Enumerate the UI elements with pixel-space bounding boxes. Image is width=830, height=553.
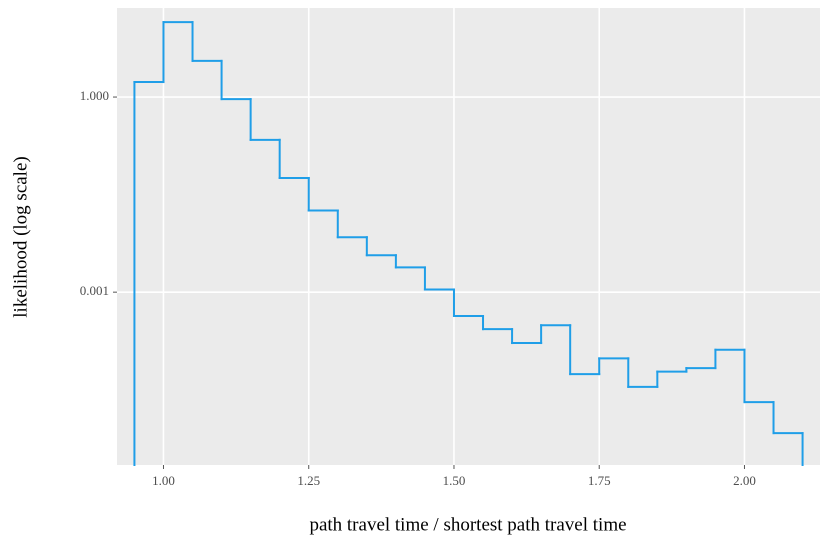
x-tick-label: 1.00 bbox=[152, 473, 175, 488]
y-tick-label: 1.000 bbox=[80, 88, 109, 103]
y-tick-label: 0.001 bbox=[80, 283, 109, 298]
y-axis-title: likelihood (log scale) bbox=[10, 156, 31, 317]
plot-background bbox=[117, 8, 820, 465]
x-axis-title: path travel time / shortest path travel … bbox=[309, 514, 626, 535]
x-tick-label: 1.25 bbox=[297, 473, 320, 488]
x-tick-label: 1.50 bbox=[443, 473, 466, 488]
x-tick-label: 1.75 bbox=[588, 473, 611, 488]
x-tick-label: 2.00 bbox=[733, 473, 756, 488]
